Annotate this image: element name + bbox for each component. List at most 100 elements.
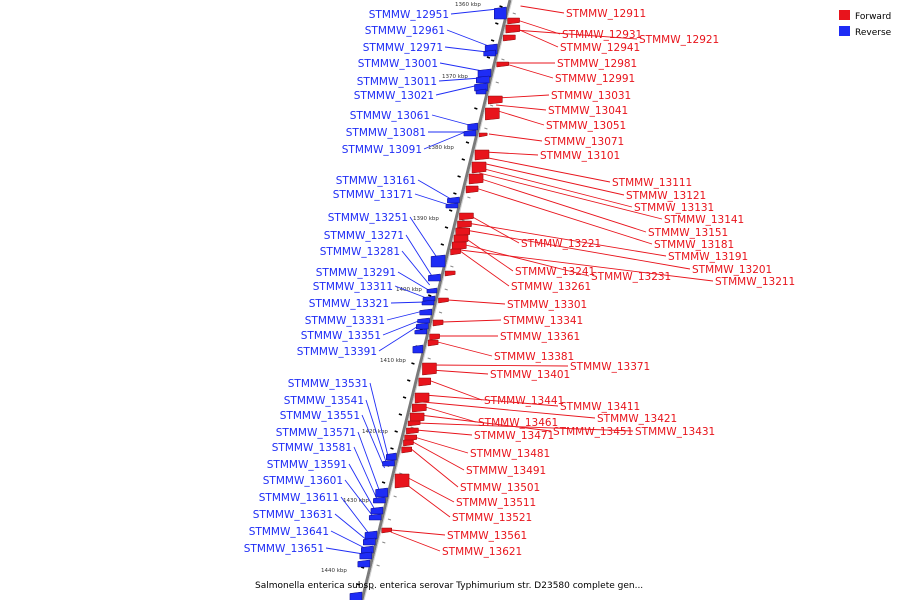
forward-gene-label[interactable]: STMMW_13191 [668, 251, 748, 263]
forward-gene-label[interactable]: STMMW_13301 [507, 299, 587, 311]
forward-gene-label[interactable]: STMMW_13241 [515, 266, 595, 278]
forward-gene-feature[interactable] [496, 61, 509, 68]
forward-gene-label[interactable]: STMMW_13371 [570, 361, 650, 373]
reverse-gene-label[interactable]: STMMW_13321 [309, 298, 389, 310]
forward-gene-feature[interactable] [422, 362, 437, 376]
forward-gene-label[interactable]: STMMW_12921 [639, 34, 719, 46]
forward-gene-label[interactable]: STMMW_13231 [591, 271, 671, 283]
forward-gene-label[interactable]: STMMW_12991 [555, 73, 635, 85]
forward-gene-feature[interactable] [505, 24, 521, 34]
forward-gene-feature[interactable] [471, 161, 487, 174]
forward-gene-feature[interactable] [485, 107, 500, 121]
forward-gene-label[interactable]: STMMW_13421 [597, 413, 677, 425]
reverse-gene-feature[interactable] [430, 254, 446, 268]
reverse-gene-label[interactable]: STMMW_13091 [342, 144, 422, 156]
forward-gene-feature[interactable] [409, 412, 425, 423]
reverse-gene-label[interactable]: STMMW_13331 [305, 315, 385, 327]
forward-gene-feature[interactable] [444, 270, 456, 277]
forward-gene-label[interactable]: STMMW_13381 [494, 351, 574, 363]
forward-gene-feature[interactable] [407, 420, 421, 427]
forward-gene-feature[interactable] [403, 439, 414, 447]
forward-gene-label[interactable]: STMMW_12941 [560, 42, 640, 54]
forward-gene-feature[interactable] [394, 473, 410, 489]
forward-gene-feature[interactable] [418, 377, 431, 387]
forward-gene-feature[interactable] [465, 185, 479, 194]
forward-gene-label[interactable]: STMMW_13031 [551, 90, 631, 102]
reverse-gene-feature[interactable] [412, 344, 424, 354]
reverse-gene-label[interactable]: STMMW_13281 [320, 246, 400, 258]
forward-gene-label[interactable]: STMMW_13471 [474, 430, 554, 442]
reverse-gene-label[interactable]: STMMW_12961 [365, 25, 445, 37]
reverse-gene-feature[interactable] [445, 202, 459, 209]
forward-gene-feature[interactable] [450, 248, 461, 256]
forward-gene-label[interactable]: STMMW_12931 [562, 29, 642, 41]
forward-gene-feature[interactable] [412, 403, 427, 413]
forward-gene-feature[interactable] [381, 527, 392, 534]
reverse-gene-label[interactable]: STMMW_13011 [357, 76, 437, 88]
forward-gene-feature[interactable] [474, 149, 490, 161]
forward-gene-label[interactable]: STMMW_13491 [466, 465, 546, 477]
reverse-gene-feature[interactable] [447, 196, 460, 204]
forward-gene-label[interactable]: STMMW_12981 [557, 58, 637, 70]
forward-gene-feature[interactable] [455, 227, 471, 237]
reverse-gene-label[interactable]: STMMW_13161 [336, 175, 416, 187]
reverse-gene-feature[interactable] [476, 75, 490, 84]
forward-gene-label[interactable]: STMMW_13111 [612, 177, 692, 189]
reverse-gene-label[interactable]: STMMW_13291 [316, 267, 396, 279]
forward-gene-label[interactable]: STMMW_13431 [635, 426, 715, 438]
reverse-gene-label[interactable]: STMMW_13651 [244, 543, 324, 555]
reverse-gene-label[interactable]: STMMW_13001 [358, 58, 438, 70]
reverse-gene-feature[interactable] [483, 49, 496, 57]
reverse-gene-feature[interactable] [416, 322, 429, 330]
forward-gene-label[interactable]: STMMW_13211 [715, 276, 795, 288]
forward-gene-label[interactable]: STMMW_13451 [553, 426, 633, 438]
forward-gene-feature[interactable] [468, 173, 484, 185]
forward-gene-feature[interactable] [457, 220, 472, 229]
forward-gene-label[interactable]: STMMW_13131 [634, 202, 714, 214]
forward-gene-label[interactable]: STMMW_13221 [521, 238, 601, 250]
forward-gene-label[interactable]: STMMW_13411 [560, 401, 640, 413]
reverse-gene-label[interactable]: STMMW_13541 [284, 395, 364, 407]
forward-gene-label[interactable]: STMMW_13461 [478, 417, 558, 429]
forward-gene-label[interactable]: STMMW_13511 [456, 497, 536, 509]
reverse-gene-feature[interactable] [382, 459, 395, 467]
reverse-gene-feature[interactable] [364, 530, 378, 540]
forward-gene-feature[interactable] [507, 17, 520, 25]
forward-gene-label[interactable]: STMMW_13201 [692, 264, 772, 276]
reverse-gene-label[interactable]: STMMW_13571 [276, 427, 356, 439]
reverse-gene-label[interactable]: STMMW_13251 [328, 212, 408, 224]
reverse-gene-label[interactable]: STMMW_13311 [313, 281, 393, 293]
reverse-gene-label[interactable]: STMMW_13551 [280, 410, 360, 422]
reverse-gene-feature[interactable] [419, 308, 433, 316]
gene-labels[interactable]: STMMW_12951 STMMW_12961 STMMW_12971 STMMW_1… [244, 8, 795, 558]
reverse-gene-label[interactable]: STMMW_13021 [354, 90, 434, 102]
reverse-gene-feature[interactable] [414, 328, 428, 335]
reverse-gene-feature[interactable] [417, 317, 430, 324]
reverse-gene-feature[interactable] [361, 545, 374, 554]
reverse-gene-feature[interactable] [359, 551, 373, 560]
forward-gene-label[interactable]: STMMW_13151 [648, 227, 728, 239]
reverse-gene-label[interactable]: STMMW_13581 [272, 442, 352, 454]
forward-gene-label[interactable]: STMMW_13261 [511, 281, 591, 293]
reverse-gene-label[interactable]: STMMW_13391 [297, 346, 377, 358]
reverse-gene-feature[interactable] [475, 88, 487, 95]
forward-gene-label[interactable]: STMMW_13101 [540, 150, 620, 162]
forward-gene-feature[interactable] [438, 297, 449, 304]
forward-gene-feature[interactable] [478, 132, 488, 138]
reverse-gene-feature[interactable] [363, 537, 376, 546]
reverse-gene-label[interactable]: STMMW_13351 [301, 330, 381, 342]
forward-gene-label[interactable]: STMMW_13141 [664, 214, 744, 226]
forward-gene-label[interactable]: STMMW_13361 [500, 331, 580, 343]
forward-gene-feature[interactable] [459, 212, 474, 221]
forward-gene-feature[interactable] [427, 339, 439, 347]
forward-gene-feature[interactable] [429, 333, 440, 341]
forward-gene-label[interactable]: STMMW_13501 [460, 482, 540, 494]
forward-gene-feature[interactable] [488, 95, 503, 105]
reverse-gene-label[interactable]: STMMW_13601 [263, 475, 343, 487]
reverse-gene-label[interactable]: STMMW_12951 [369, 9, 449, 21]
reverse-gene-feature[interactable] [426, 287, 438, 294]
forward-gene-feature[interactable] [406, 427, 419, 435]
forward-gene-feature[interactable] [401, 446, 412, 454]
forward-gene-feature[interactable] [414, 392, 430, 404]
forward-gene-label[interactable]: STMMW_13521 [452, 512, 532, 524]
